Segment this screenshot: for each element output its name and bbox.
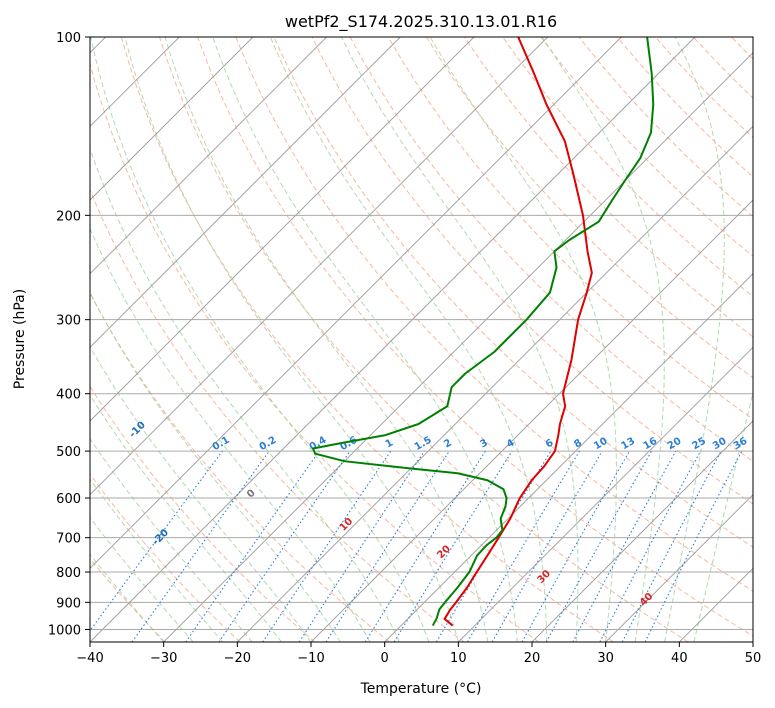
moist-adiabat-line	[164, 37, 489, 642]
dry-adiabat-line	[235, 37, 753, 592]
dry-adiabat-line	[464, 37, 753, 338]
x-tick-label: −20	[224, 651, 251, 666]
mixing-ratio-line	[545, 450, 653, 642]
x-tick-label: −40	[76, 651, 103, 666]
mixing-ratio-label: 8	[572, 437, 584, 450]
x-tick-label: 10	[450, 651, 467, 666]
temperature-profile-line	[443, 37, 593, 627]
mixing-ratio-label: 6	[544, 437, 556, 450]
dry-adiabat-line	[273, 37, 753, 548]
chart-title: wetPf2_S174.2025.310.13.01.R16	[285, 12, 557, 32]
isotherm-line	[90, 37, 475, 422]
moist-adiabat-line	[90, 291, 341, 642]
y-tick-label: 200	[56, 209, 81, 224]
x-tick-label: −10	[297, 651, 324, 666]
moist-adiabat-line	[90, 394, 282, 642]
dry-adiabat-line	[90, 557, 166, 642]
x-tick-label: −30	[150, 651, 177, 666]
moist-adiabat-line	[90, 478, 223, 642]
isotherm-line	[457, 346, 753, 642]
mixing-ratio-line	[131, 450, 270, 642]
x-tick-label: 50	[745, 651, 762, 666]
isotherm-line	[236, 125, 753, 642]
dry-adiabat-line	[90, 62, 540, 642]
moist-adiabat-line	[212, 37, 518, 642]
dry-adiabat-line	[90, 292, 390, 642]
mixing-ratio-label: 2	[442, 437, 454, 450]
mixing-ratio-line	[572, 450, 677, 642]
isotherm-line	[163, 51, 753, 642]
axes: −40 −30 −20 −10 0 10 20 30 40 50 100 200 300 400 500 60…	[48, 31, 761, 666]
x-tick-label: 0	[381, 651, 389, 666]
moist-adiabat-line	[90, 227, 371, 642]
moist-adiabat-line	[340, 37, 579, 642]
isotherm-line	[90, 37, 401, 349]
isotherm-line	[531, 420, 753, 642]
mixing-ratio-label: 4	[505, 437, 517, 450]
mixing-ratio-line	[521, 450, 630, 642]
isotherm-line	[90, 37, 549, 496]
dewpoint-profile-line	[311, 37, 655, 627]
x-tick-label: 40	[671, 651, 688, 666]
y-tick-label: 600	[56, 492, 81, 507]
plot-frame	[89, 36, 754, 643]
mixing-ratio-line	[90, 450, 223, 632]
x-axis-label: Temperature (°C)	[360, 681, 482, 697]
dry-adiabat-line	[90, 473, 241, 642]
mixing-ratio-line	[185, 450, 320, 642]
moist-adiabat-line	[124, 37, 459, 642]
y-tick-label: 800	[56, 566, 81, 581]
dry-adiabat-line	[349, 37, 753, 462]
moist-adiabat-line	[429, 37, 617, 642]
mixing-ratio-line	[393, 450, 513, 642]
y-axis-label: Pressure (hPa)	[12, 289, 28, 389]
y-tick-label: 900	[56, 596, 81, 611]
y-tick-label: 300	[56, 314, 81, 329]
moist-adiabat-line	[541, 37, 665, 642]
moist-adiabat-line	[90, 437, 253, 642]
isotherm-line	[605, 493, 753, 642]
x-tick-label: 30	[597, 651, 614, 666]
dry-adiabat-line	[197, 37, 753, 637]
mixing-ratio-line	[325, 450, 450, 642]
dry-adiabat-line	[90, 188, 465, 642]
mixing-ratio-label: 3	[478, 437, 490, 450]
y-tick-label: 700	[56, 532, 81, 547]
dry-adiabat-line	[425, 37, 753, 379]
dry-adiabat-line	[120, 37, 614, 642]
y-tick-label: 500	[56, 445, 81, 460]
mixing-ratio-line	[298, 450, 425, 642]
isotherm-line	[90, 37, 622, 570]
mixing-ratio-line	[262, 450, 392, 642]
y-tick-label: 400	[56, 388, 81, 403]
mixing-ratio-label: 1	[384, 437, 396, 450]
mixing-ratio-line	[218, 450, 351, 642]
x-tick-label: 20	[524, 651, 541, 666]
moist-adiabat-line	[664, 37, 725, 642]
isotherm-line	[90, 37, 696, 642]
background-lines	[90, 37, 753, 642]
isotherm-line	[310, 199, 753, 642]
moist-adiabat-line	[693, 390, 753, 642]
moist-adiabat-line	[90, 37, 430, 642]
dry-adiabat-line	[159, 37, 689, 642]
y-tick-label: 1000	[48, 623, 81, 638]
dry-adiabat-line	[90, 385, 316, 642]
isotherm-line	[384, 272, 753, 642]
y-tick-label: 100	[56, 31, 81, 46]
profile-lines	[311, 37, 655, 627]
isotherm-line	[90, 37, 328, 275]
moist-adiabat-line	[90, 147, 400, 642]
mixing-ratio-line	[644, 450, 743, 642]
isotherm-line	[90, 37, 254, 201]
